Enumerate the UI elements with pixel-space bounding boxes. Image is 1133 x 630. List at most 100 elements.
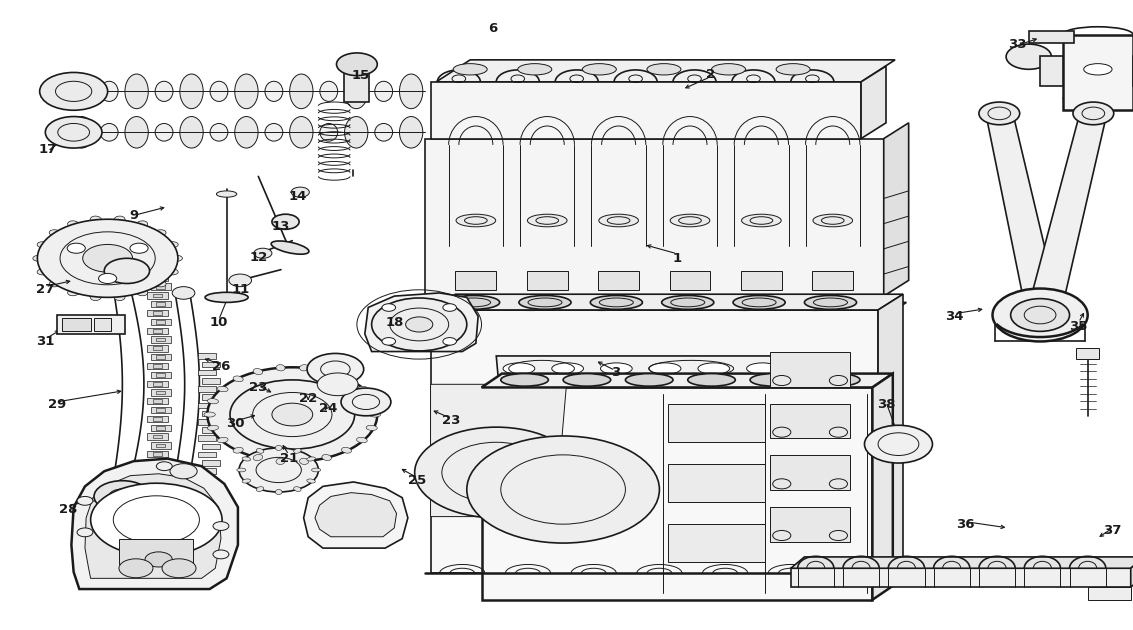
Ellipse shape	[662, 295, 714, 309]
Ellipse shape	[600, 363, 632, 374]
Bar	[153, 488, 162, 491]
Circle shape	[40, 72, 108, 110]
Ellipse shape	[290, 74, 313, 109]
Circle shape	[773, 479, 791, 489]
Circle shape	[83, 244, 133, 272]
Ellipse shape	[322, 369, 332, 375]
Ellipse shape	[136, 221, 147, 228]
Polygon shape	[315, 493, 397, 537]
Circle shape	[145, 552, 172, 567]
Ellipse shape	[275, 445, 282, 450]
Bar	[147, 345, 168, 352]
Bar	[151, 372, 171, 378]
Ellipse shape	[100, 123, 118, 141]
Circle shape	[37, 219, 178, 297]
Ellipse shape	[276, 365, 286, 371]
Ellipse shape	[599, 214, 639, 227]
Bar	[147, 451, 168, 457]
Circle shape	[773, 427, 791, 437]
Circle shape	[1073, 102, 1114, 125]
Ellipse shape	[344, 117, 368, 148]
Ellipse shape	[366, 399, 377, 404]
Ellipse shape	[320, 123, 338, 141]
Ellipse shape	[501, 374, 548, 386]
Ellipse shape	[218, 386, 228, 392]
Circle shape	[382, 304, 395, 311]
Ellipse shape	[68, 289, 79, 295]
Bar	[198, 452, 216, 457]
Bar	[198, 419, 216, 425]
Ellipse shape	[233, 376, 244, 382]
Ellipse shape	[647, 64, 681, 75]
Ellipse shape	[136, 289, 147, 295]
Bar	[156, 338, 165, 341]
Ellipse shape	[357, 386, 367, 392]
Polygon shape	[884, 123, 909, 296]
Bar	[147, 398, 168, 404]
Ellipse shape	[164, 242, 178, 248]
Bar	[151, 354, 171, 360]
Ellipse shape	[49, 230, 62, 237]
Polygon shape	[1028, 113, 1107, 310]
Circle shape	[415, 427, 578, 518]
Bar	[153, 435, 162, 438]
Ellipse shape	[153, 280, 167, 287]
Ellipse shape	[528, 214, 568, 227]
Circle shape	[239, 448, 318, 492]
Text: 37: 37	[1104, 524, 1122, 537]
Circle shape	[213, 522, 229, 530]
Ellipse shape	[307, 457, 315, 461]
Polygon shape	[304, 482, 408, 548]
Bar	[527, 271, 568, 290]
Bar	[147, 416, 168, 422]
Polygon shape	[872, 374, 893, 600]
Ellipse shape	[235, 117, 258, 148]
Ellipse shape	[341, 447, 351, 453]
Polygon shape	[986, 113, 1059, 309]
Bar	[151, 301, 171, 307]
Text: 36: 36	[956, 518, 974, 530]
Ellipse shape	[91, 293, 102, 301]
Polygon shape	[482, 374, 893, 387]
Ellipse shape	[218, 437, 228, 443]
Ellipse shape	[210, 123, 228, 141]
Ellipse shape	[293, 449, 301, 453]
Bar	[202, 378, 220, 384]
Polygon shape	[425, 139, 884, 296]
Ellipse shape	[265, 123, 283, 141]
Circle shape	[443, 338, 457, 345]
Ellipse shape	[344, 74, 368, 109]
Text: 11: 11	[231, 284, 249, 296]
Text: 26: 26	[212, 360, 230, 373]
Ellipse shape	[233, 447, 244, 453]
Ellipse shape	[242, 457, 250, 461]
Ellipse shape	[70, 117, 93, 148]
Text: 33: 33	[1008, 38, 1026, 50]
Circle shape	[829, 375, 847, 386]
Text: 22: 22	[299, 392, 317, 404]
Bar	[156, 267, 165, 271]
Bar	[151, 407, 171, 413]
Circle shape	[254, 248, 272, 258]
Text: 12: 12	[249, 251, 267, 263]
Ellipse shape	[455, 214, 495, 227]
Polygon shape	[1063, 35, 1133, 110]
Bar	[151, 442, 171, 449]
Bar	[151, 319, 171, 325]
Circle shape	[864, 425, 932, 463]
Text: 18: 18	[385, 316, 403, 329]
Polygon shape	[1131, 557, 1133, 587]
Bar	[202, 460, 220, 466]
Bar	[153, 382, 162, 386]
Bar	[147, 381, 168, 387]
Circle shape	[307, 353, 364, 385]
Bar	[153, 452, 162, 456]
Ellipse shape	[448, 295, 500, 309]
Circle shape	[45, 117, 102, 148]
Bar	[153, 346, 162, 350]
Text: 2: 2	[706, 68, 715, 81]
Bar	[147, 486, 168, 493]
Ellipse shape	[582, 64, 616, 75]
Text: 34: 34	[945, 310, 963, 323]
Ellipse shape	[100, 81, 118, 101]
